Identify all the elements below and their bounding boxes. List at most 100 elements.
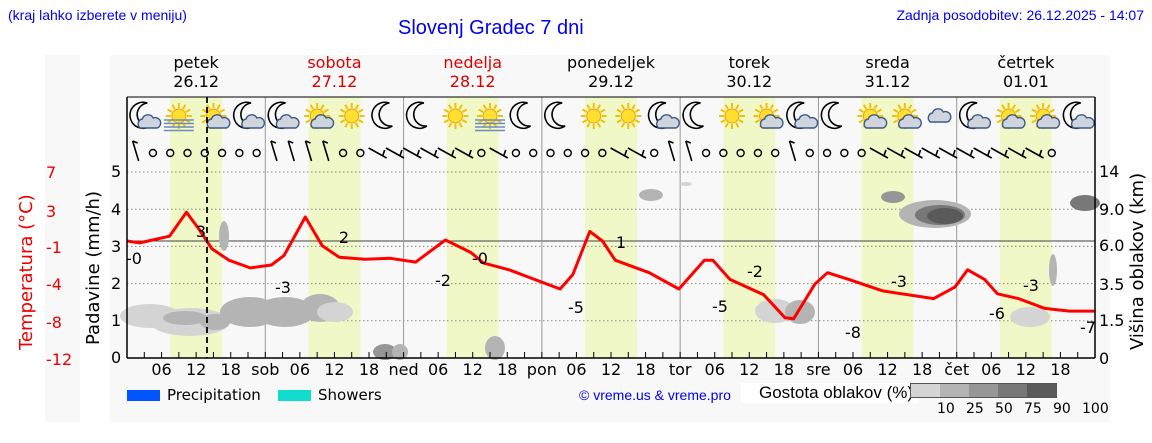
cloud-icon — [927, 108, 952, 123]
calm-wind-icon — [753, 148, 763, 158]
x-tick-label: 18 — [1050, 360, 1071, 379]
calm-wind-icon — [771, 148, 780, 158]
day-date: 31.12 — [864, 72, 911, 91]
temp-annotation: 1 — [616, 233, 626, 252]
day-name: torek — [728, 53, 770, 72]
weather-icons-row — [129, 101, 1095, 132]
moon-icon — [682, 101, 704, 130]
precipitation-legend-label: Precipitation — [167, 386, 261, 404]
calm-wind-icon — [235, 148, 244, 158]
location-menu-hint[interactable]: (kraj lahko izberete v meniju) — [8, 7, 187, 23]
calm-wind-icon — [252, 148, 261, 158]
sun-fog-icon — [163, 103, 194, 132]
x-tick-label: čet — [944, 360, 970, 379]
y-tick-label: 2 — [111, 274, 122, 293]
calm-wind-icon — [840, 148, 849, 158]
calm-wind-icon — [338, 148, 348, 158]
moon-icon — [509, 101, 532, 130]
cloud-density-areas — [120, 182, 1100, 360]
temp-axis-panel — [45, 55, 80, 422]
temp-annotation: -0 — [472, 249, 488, 268]
y-tick-label: 3 — [111, 237, 122, 256]
moon-cloud-icon — [267, 101, 300, 130]
calm-wind-icon — [1047, 148, 1056, 158]
sun-cloud-icon — [995, 103, 1026, 129]
day-name: ponedeljek — [567, 53, 655, 72]
y-tick-label: 0 — [1099, 349, 1110, 368]
wind-barb-icon — [402, 147, 422, 159]
temp-axis-title: Temperatura (°C) — [16, 194, 37, 350]
calm-wind-icon — [477, 148, 486, 158]
moon-cloud-icon — [1062, 101, 1095, 130]
last-update: Zadnja posodobitev: 26.12.2025 - 14:07 — [896, 7, 1144, 23]
calm-wind-icon — [200, 148, 209, 158]
temp-annotation: -5 — [568, 298, 584, 317]
cloud-height-axis-title: Višina oblakov (km) — [1127, 172, 1148, 350]
x-tick-label: 18 — [497, 360, 518, 379]
day-header: ponedeljek 29.12 — [541, 53, 681, 91]
wind-barb-icon — [990, 147, 1010, 159]
wind-barb-icon — [368, 147, 388, 159]
sun-icon — [615, 103, 642, 129]
calm-wind-icon — [546, 148, 555, 158]
wind-barb-icon — [322, 140, 330, 162]
moon-cloud-icon — [958, 101, 992, 130]
wind-barb-icon — [610, 147, 630, 159]
day-name: nedelja — [443, 53, 503, 72]
calm-wind-icon — [857, 148, 866, 158]
wind-barb-icon — [1025, 147, 1044, 159]
y-tick-label: 14 — [1099, 162, 1120, 181]
y-tick-label: 9.0 — [1099, 200, 1125, 219]
day-date: 01.01 — [1002, 72, 1049, 91]
day-header: torek 30.12 — [679, 53, 819, 91]
wind-barb-icon — [685, 140, 693, 162]
cloud-density-tick: 50 — [995, 401, 1013, 417]
cloud-density-swatch — [969, 384, 998, 397]
day-header: sreda 31.12 — [818, 53, 958, 91]
x-tick-label: 18 — [220, 360, 241, 379]
x-tick-label: 12 — [462, 360, 483, 379]
x-tick-label: 06 — [289, 360, 311, 379]
wind-barb-icon — [869, 147, 889, 159]
wind-barb-icon — [304, 140, 313, 162]
showers-swatch — [278, 390, 311, 401]
moon-icon — [544, 101, 566, 130]
calm-wind-icon — [598, 148, 607, 158]
cloud-density-swatch — [998, 384, 1027, 397]
sun-cloud-icon — [891, 103, 922, 129]
sun-icon — [719, 103, 745, 129]
wind-barb-icon — [788, 140, 797, 162]
moon-cloud-icon — [129, 101, 162, 130]
wind-barb-icon — [270, 140, 278, 162]
calm-wind-icon — [356, 148, 365, 158]
calm-wind-icon — [805, 148, 814, 158]
wind-barb-icon — [420, 147, 439, 159]
y-tick-label: 3.5 — [1099, 275, 1125, 294]
day-date: 30.12 — [726, 72, 773, 91]
wind-barb-icon — [1007, 147, 1027, 159]
x-tick-label: pon — [526, 360, 557, 379]
cloud-density-swatch — [940, 384, 969, 397]
temp-annotation: -3 — [891, 272, 907, 291]
precip-axis-title: Padavine (mm/h) — [83, 191, 104, 345]
moon-icon — [405, 101, 428, 130]
x-tick-label: 18 — [911, 360, 933, 379]
day-date: 29.12 — [588, 72, 634, 91]
x-tick-label: 18 — [358, 360, 380, 379]
precipitation-swatch — [127, 390, 160, 401]
x-tick-label: 06 — [842, 360, 864, 379]
x-tick-label: 18 — [773, 360, 795, 379]
calm-wind-icon — [166, 148, 175, 158]
temperature-line: -0 3 -3 2 -2 -0 -5 1 -5 -2 -8 -3 -6 -3 -7 — [126, 210, 1096, 342]
copyright-link[interactable]: © vreme.us & vreme.pro — [579, 387, 731, 403]
sun-icon — [442, 103, 469, 129]
moon-icon — [371, 101, 393, 130]
day-date: 27.12 — [311, 72, 358, 91]
sun-cloud-icon — [1030, 103, 1061, 129]
sun-cloud-icon — [857, 103, 888, 129]
y-tick-label: 3 — [46, 202, 57, 221]
calm-wind-icon — [701, 148, 711, 158]
wind-barb-icon — [437, 147, 457, 159]
sun-cloud-icon — [304, 103, 335, 129]
